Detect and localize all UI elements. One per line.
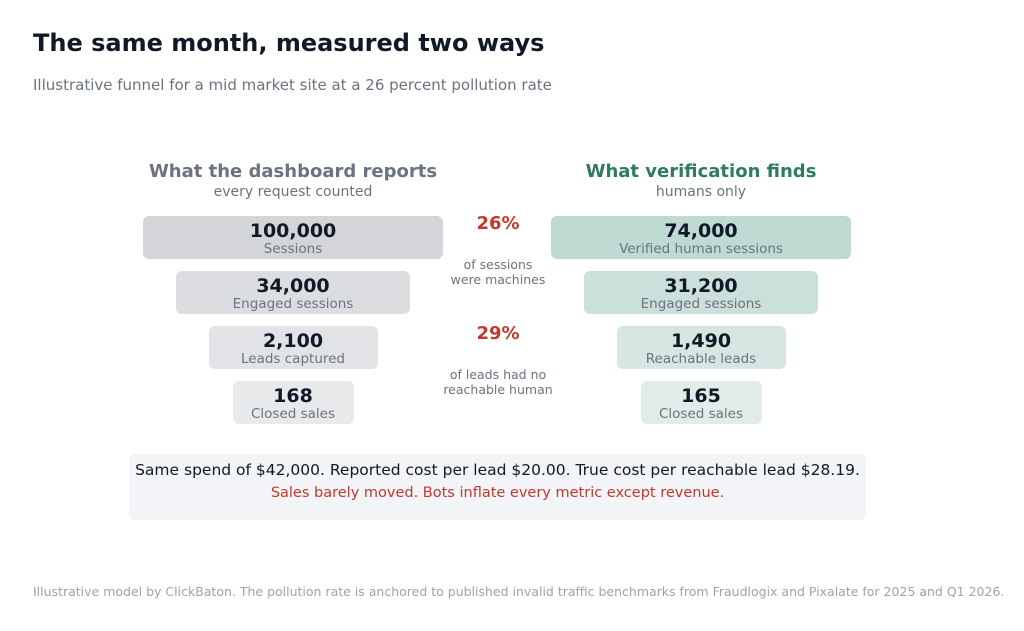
reported-funnel-value: 168	[273, 385, 313, 407]
reported-funnel-bar: 100,000 Sessions	[143, 216, 443, 259]
page-subtitle: Illustrative funnel for a mid market sit…	[33, 76, 552, 94]
left-column-title: What the dashboard reports	[148, 161, 438, 182]
summary-box: Same spend of $42,000. Reported cost per…	[129, 454, 866, 520]
reported-funnel-bar: 2,100 Leads captured	[208, 326, 378, 369]
verified-funnel-bar: 165 Closed sales	[640, 381, 762, 424]
reported-funnel-bar: 34,000 Engaged sessions	[176, 271, 410, 314]
verified-funnel-bar: 74,000 Verified human sessions	[551, 216, 851, 259]
verified-funnel-label: Closed sales	[658, 406, 744, 422]
left-column-header: What the dashboard reports every request…	[113, 161, 473, 200]
verified-funnel-value: 74,000	[664, 220, 738, 242]
verified-funnel-value: 31,200	[664, 275, 738, 297]
summary-line-conclusion: Sales barely moved. Bots inflate every m…	[270, 485, 725, 501]
reported-funnel-label: Closed sales	[250, 406, 336, 422]
verified-funnel-value: 165	[681, 385, 721, 407]
verified-funnel-label: Engaged sessions	[640, 296, 762, 312]
sessions-pollution-note-line: were machines	[450, 272, 546, 287]
reported-funnel-bar: 168 Closed sales	[232, 381, 354, 424]
leads-pollution-note: of leads had no reachable human	[428, 367, 568, 397]
right-column-title: What verification finds	[585, 161, 817, 182]
reported-funnel-label: Sessions	[263, 241, 323, 257]
reported-funnel-value: 2,100	[262, 330, 324, 352]
verified-funnel-bar: 1,490 Reachable leads	[616, 326, 786, 369]
page-title: The same month, measured two ways	[33, 29, 545, 57]
reported-funnel-label: Leads captured	[241, 351, 345, 367]
verified-funnel-label: Reachable leads	[645, 351, 757, 367]
footer-source-note: Illustrative model by ClickBaton. The po…	[33, 584, 1005, 599]
right-column-header: What verification finds humans only	[521, 161, 881, 200]
leads-pollution-note-line: reachable human	[443, 382, 553, 397]
sessions-pollution-percent: 26%	[476, 213, 520, 234]
verified-funnel-value: 1,490	[670, 330, 732, 352]
reported-funnel-value: 100,000	[249, 220, 337, 242]
verified-funnel-label: Verified human sessions	[619, 241, 783, 257]
sessions-pollution-note-line: of sessions	[463, 257, 533, 272]
sessions-pollution-note: of sessions were machines	[428, 257, 568, 287]
verified-funnel-bar: 31,200 Engaged sessions	[584, 271, 818, 314]
reported-funnel-value: 34,000	[256, 275, 330, 297]
summary-line-cost: Same spend of $42,000. Reported cost per…	[135, 461, 860, 479]
leads-pollution-note-line: of leads had no	[449, 367, 547, 382]
left-column-subtitle: every request counted	[213, 184, 373, 200]
reported-funnel-label: Engaged sessions	[232, 296, 354, 312]
right-column-subtitle: humans only	[655, 184, 747, 200]
leads-pollution-percent: 29%	[476, 323, 520, 344]
